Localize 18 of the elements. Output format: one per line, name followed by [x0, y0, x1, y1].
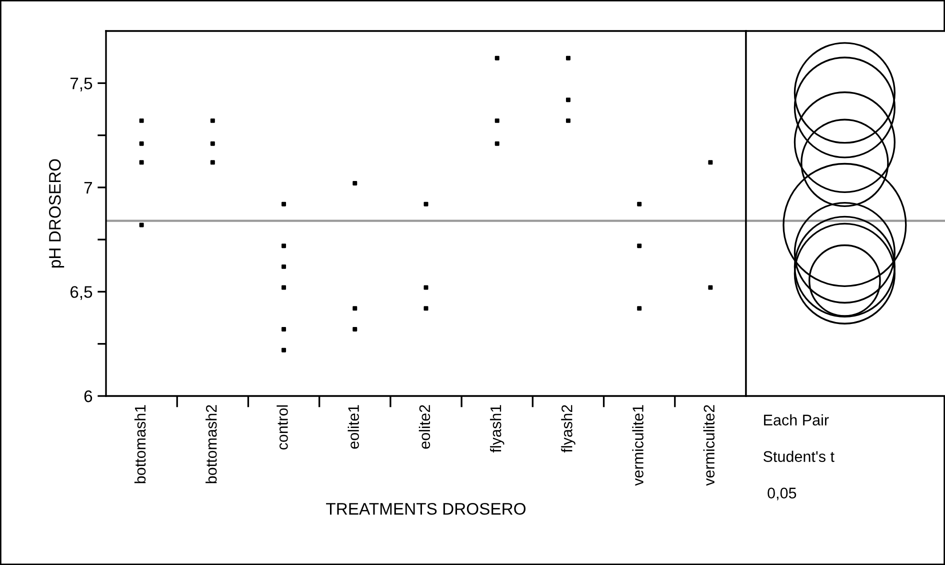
y-tick-label: 6,5	[70, 286, 92, 300]
x-tick-label: vermiculite1	[632, 405, 644, 486]
x-tick-label: bottomash1	[134, 405, 146, 484]
x-tick-label: flyash1	[490, 405, 504, 453]
y-axis-title: pH DROSERO	[48, 159, 64, 268]
y-tick-label: 7	[84, 182, 92, 194]
x-tick-label: control	[276, 405, 288, 450]
x-axis-title: TREATMENTS DROSERO	[326, 502, 526, 515]
text: Student's t	[763, 450, 834, 462]
text: 0,05	[768, 488, 796, 500]
y-tick-label: 7,5	[70, 78, 92, 92]
x-tick-label: eolite1	[348, 405, 359, 449]
x-tick-label: bottomash2	[206, 405, 217, 484]
x-tick-label: eolite2	[418, 405, 430, 449]
text: Each Pair	[764, 414, 829, 426]
x-tick-label: flyash2	[561, 405, 576, 453]
y-tick-label: 6	[84, 390, 92, 402]
x-tick-label: vermiculite2	[703, 405, 715, 486]
